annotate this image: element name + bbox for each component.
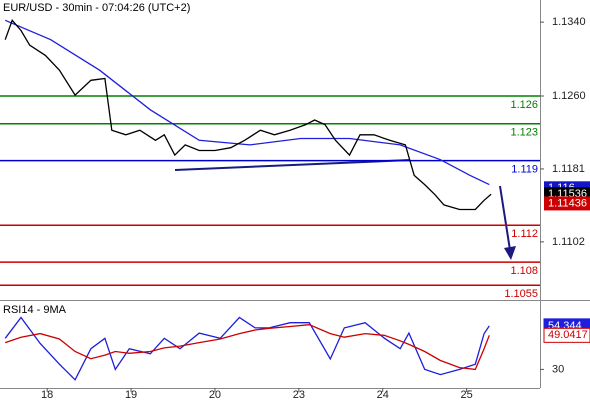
series-line: [4, 324, 490, 371]
y-tick-label: 1.1181: [552, 163, 585, 175]
price-tag-label: 1.11436: [548, 197, 587, 209]
value-tag-label: 49.0417: [548, 329, 588, 341]
arrow-head: [504, 246, 516, 260]
level-label: 1.123: [510, 127, 538, 139]
series-line: [4, 316, 490, 381]
x-tick-label: 19: [125, 389, 137, 400]
y-tick-label: 1.1102: [552, 236, 585, 248]
level-label: 1.108: [510, 265, 538, 277]
trend-line: [174, 159, 411, 171]
level-label: 1.119: [511, 164, 538, 176]
x-tick-label: 18: [41, 389, 53, 400]
arrow-shaft: [499, 185, 511, 251]
series-line: [4, 19, 492, 211]
y-tick-label: 1.1340: [552, 16, 586, 28]
y-tick-label: 1.1260: [552, 90, 586, 102]
chart-title: EUR/USD - 30min - 07:04:26 (UTC+2): [3, 2, 190, 14]
x-tick-label: 20: [209, 389, 221, 400]
x-tick-label: 25: [460, 389, 472, 400]
level-label: 1.1055: [504, 288, 538, 300]
y-tick-label: 30: [552, 363, 564, 375]
level-label: 1.112: [511, 228, 538, 240]
rsi-title: RSI14 - 9MA: [3, 304, 67, 316]
level-label: 1.126: [510, 99, 538, 111]
price-tag: [544, 196, 590, 211]
x-tick-label: 24: [377, 389, 389, 400]
moving-average: [4, 19, 490, 186]
value-tag: [543, 327, 590, 343]
x-tick-label: 23: [293, 389, 305, 400]
